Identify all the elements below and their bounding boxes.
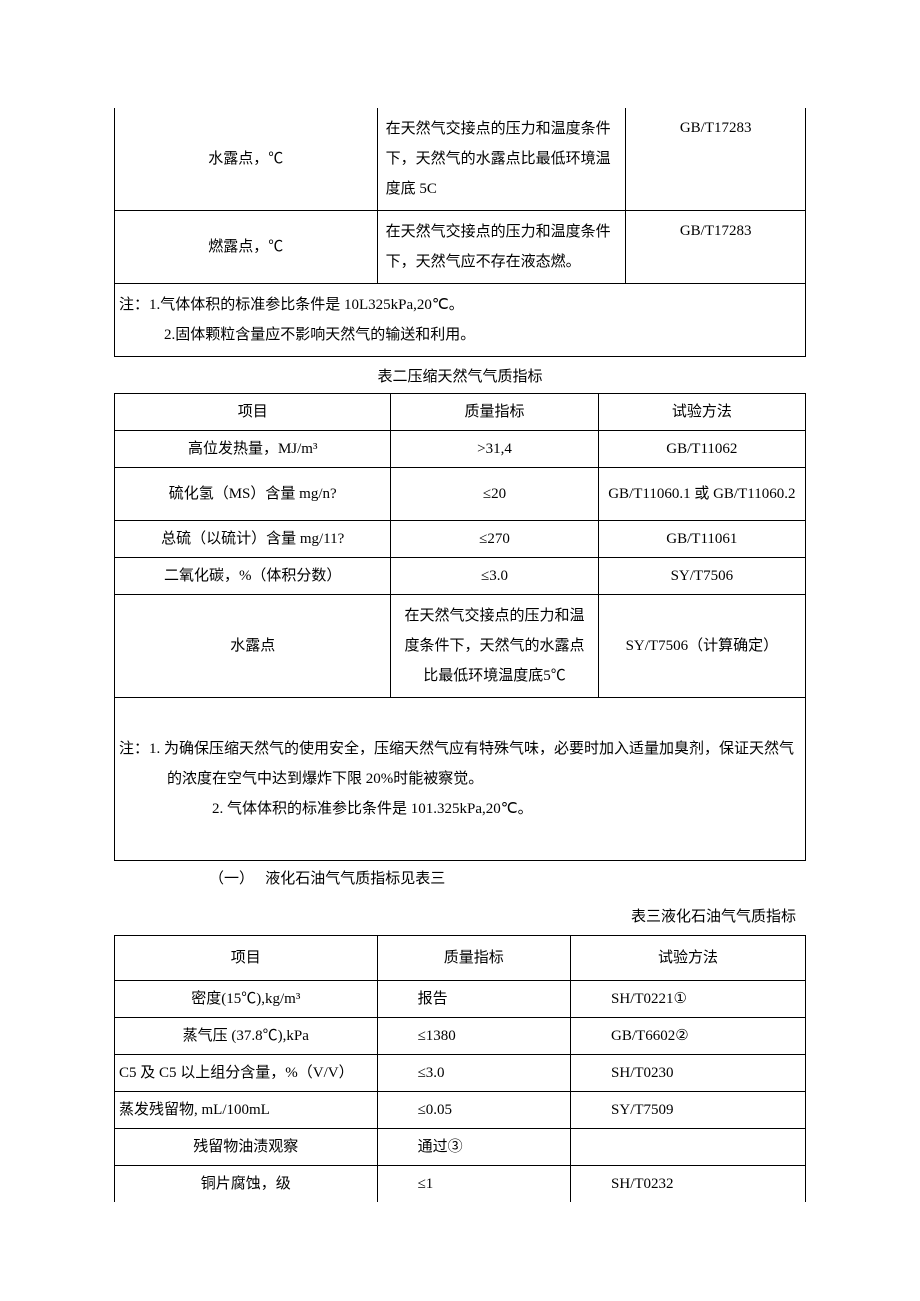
t2-r1-item: 高位发热量，MJ/m³ [115,431,391,468]
t2-r5-item: 水露点 [115,595,391,698]
t2-r3-method: GB/T11061 [598,521,805,558]
t1-r1-method: GB/T17283 [626,108,806,211]
t1-r1-item: 水露点，℃ [115,108,378,211]
t1-r2-method: GB/T17283 [626,211,806,284]
t2-r4-item: 二氧化碳，%（体积分数） [115,558,391,595]
t2-r4-method: SY/T7506 [598,558,805,595]
table-2-cng-quality: 项目 质量指标 试验方法 高位发热量，MJ/m³ >31,4 GB/T11062… [114,393,806,861]
t3-r1-method: SH/T0221① [571,981,806,1018]
table3-caption: 表三液化石油气气质指标 [114,905,806,929]
table-3-lpg-quality: 项目 质量指标 试验方法 密度(15℃),kg/m³ 报告 SH/T0221① … [114,935,806,1202]
t3-r4-method: SY/T7509 [571,1092,806,1129]
t2-r2-spec: ≤20 [391,468,598,521]
t2-r1-method: GB/T11062 [598,431,805,468]
t1-r1-spec: 在天然气交接点的压力和温度条件下，天然气的水露点比最低环境温度底 5C [377,108,626,211]
t3-r3-method: SH/T0230 [571,1055,806,1092]
t2-note-text: 注：1. 为确保压缩天然气的使用安全，压缩天然气应有特殊气味，必要时加入适量加臭… [119,734,801,824]
t3-r3-item: C5 及 C5 以上组分含量，%（V/V） [115,1055,378,1092]
t2-r5-spec: 在天然气交接点的压力和温度条件下，天然气的水露点比最低环境温度底5℃ [391,595,598,698]
t3-r3-spec: ≤3.0 [377,1055,570,1092]
t3-h2: 质量指标 [377,936,570,981]
section-heading: （一） 液化石油气气质指标见表三 [209,867,806,891]
t3-r6-item: 铜片腐蚀，级 [115,1166,378,1203]
t3-r2-method: GB/T6602② [571,1018,806,1055]
table-1-gas-quality: 水露点，℃ 在天然气交接点的压力和温度条件下，天然气的水露点比最低环境温度底 5… [114,108,806,357]
t3-r6-method: SH/T0232 [571,1166,806,1203]
t2-r4-spec: ≤3.0 [391,558,598,595]
t3-r1-spec: 报告 [377,981,570,1018]
t3-r2-spec: ≤1380 [377,1018,570,1055]
t3-r4-item: 蒸发残留物, mL/100mL [115,1092,378,1129]
t2-r1-spec: >31,4 [391,431,598,468]
t3-r5-spec: 通过③ [377,1129,570,1166]
t2-r3-item: 总硫（以硫计）含量 mg/11? [115,521,391,558]
t2-r2-item: 硫化氢（MS）含量 mg/n? [115,468,391,521]
t3-r6-spec: ≤1 [377,1166,570,1203]
t3-r4-spec: ≤0.05 [377,1092,570,1129]
t2-h1: 项目 [115,394,391,431]
t3-h3: 试验方法 [571,936,806,981]
t2-r2-method: GB/T11060.1 或 GB/T11060.2 [598,468,805,521]
table2-caption: 表二压缩天然气气质指标 [114,365,806,389]
t1-r2-spec: 在天然气交接点的压力和温度条件下，天然气应不存在液态燃。 [377,211,626,284]
t3-h1: 项目 [115,936,378,981]
t2-h3: 试验方法 [598,394,805,431]
t3-r5-item: 残留物油渍观察 [115,1129,378,1166]
t3-r1-item: 密度(15℃),kg/m³ [115,981,378,1018]
t3-r5-method [571,1129,806,1166]
t2-r5-method: SY/T7506（计算确定） [598,595,805,698]
t2-note: 注：1. 为确保压缩天然气的使用安全，压缩天然气应有特殊气味，必要时加入适量加臭… [115,698,806,861]
t1-note: 注：1.气体体积的标准参比条件是 10L325kPa,20℃。 2.固体颗粒含量… [115,284,806,357]
t1-r2-item: 燃露点，℃ [115,211,378,284]
t2-h2: 质量指标 [391,394,598,431]
t3-r2-item: 蒸气压 (37.8℃),kPa [115,1018,378,1055]
t2-r3-spec: ≤270 [391,521,598,558]
